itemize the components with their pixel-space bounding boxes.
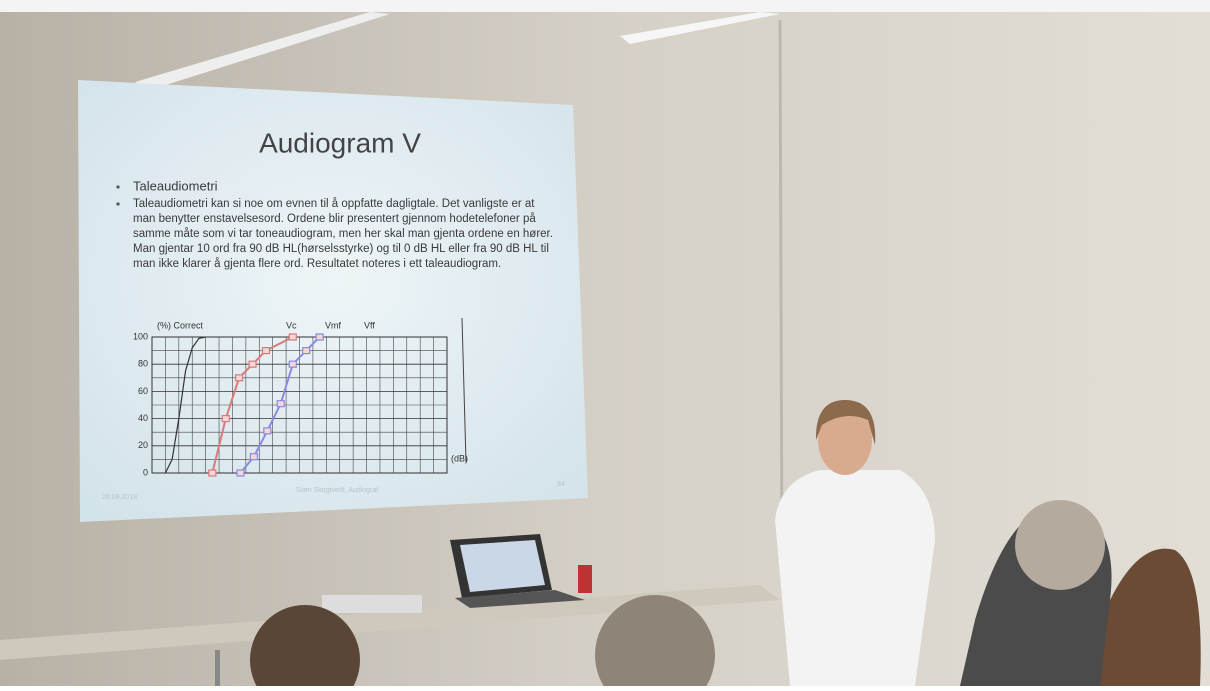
- point-marker: [262, 348, 269, 354]
- bullet-text: man ikke klarer å gjenta flere ord. Resu…: [133, 258, 501, 270]
- laptop-display: [460, 540, 545, 592]
- bullet-text: man benytter enstavelsesord. Ordene blir…: [133, 213, 536, 225]
- point-marker: [289, 361, 296, 367]
- annotation: Vc: [286, 320, 297, 330]
- point-marker: [250, 454, 257, 460]
- point-marker: [222, 416, 229, 422]
- presenter-shirt: [775, 470, 935, 686]
- point-marker: [303, 348, 310, 354]
- audience-head: [1015, 500, 1105, 590]
- point-marker: [277, 401, 284, 407]
- point-marker: [316, 334, 323, 340]
- y-tick-label: 0: [143, 467, 148, 477]
- bullet-text: Man gjentar 10 ord fra 90 dB HL(hørselss…: [133, 243, 549, 255]
- point-marker: [237, 470, 244, 476]
- bullet-text: samme måte som vi tar toneaudiogram, men…: [133, 228, 553, 240]
- annotation: Vmf: [325, 320, 342, 330]
- bullet-text: Taleaudiometri: [133, 178, 218, 193]
- y-tick-label: 20: [138, 440, 148, 450]
- bullet-dot: [116, 185, 119, 188]
- table-leg: [215, 650, 220, 686]
- y-tick-label: 80: [138, 359, 148, 369]
- annotation: Vff: [364, 320, 375, 330]
- y-tick-label: 40: [138, 413, 148, 423]
- point-marker: [209, 470, 216, 476]
- y-tick-label: 60: [138, 386, 148, 396]
- y-tick-label: 100: [133, 331, 148, 341]
- y-axis-label: (%) Correct: [157, 320, 204, 330]
- footer-text: Siam Skogtvedt, Audiograf: [296, 487, 379, 494]
- ceiling: [0, 0, 1210, 12]
- point-marker: [249, 361, 256, 367]
- footer-date: 28.09.2018: [102, 494, 137, 501]
- point-marker: [289, 334, 296, 340]
- wall-corner: [780, 20, 782, 560]
- x-axis-label: (dB): [451, 453, 468, 463]
- point-marker: [264, 428, 271, 434]
- photo: Audiogram V Taleaudiometri Taleaudiometri…: [0, 0, 1210, 686]
- point-marker: [236, 375, 243, 381]
- bullet-dot: [116, 202, 119, 205]
- page-number: 34: [557, 481, 565, 488]
- slide-title: Audiogram V: [259, 127, 421, 158]
- cup: [578, 565, 592, 593]
- device: [322, 595, 422, 613]
- bullet-text: Taleaudiometri kan si noe om evnen til å…: [133, 198, 535, 210]
